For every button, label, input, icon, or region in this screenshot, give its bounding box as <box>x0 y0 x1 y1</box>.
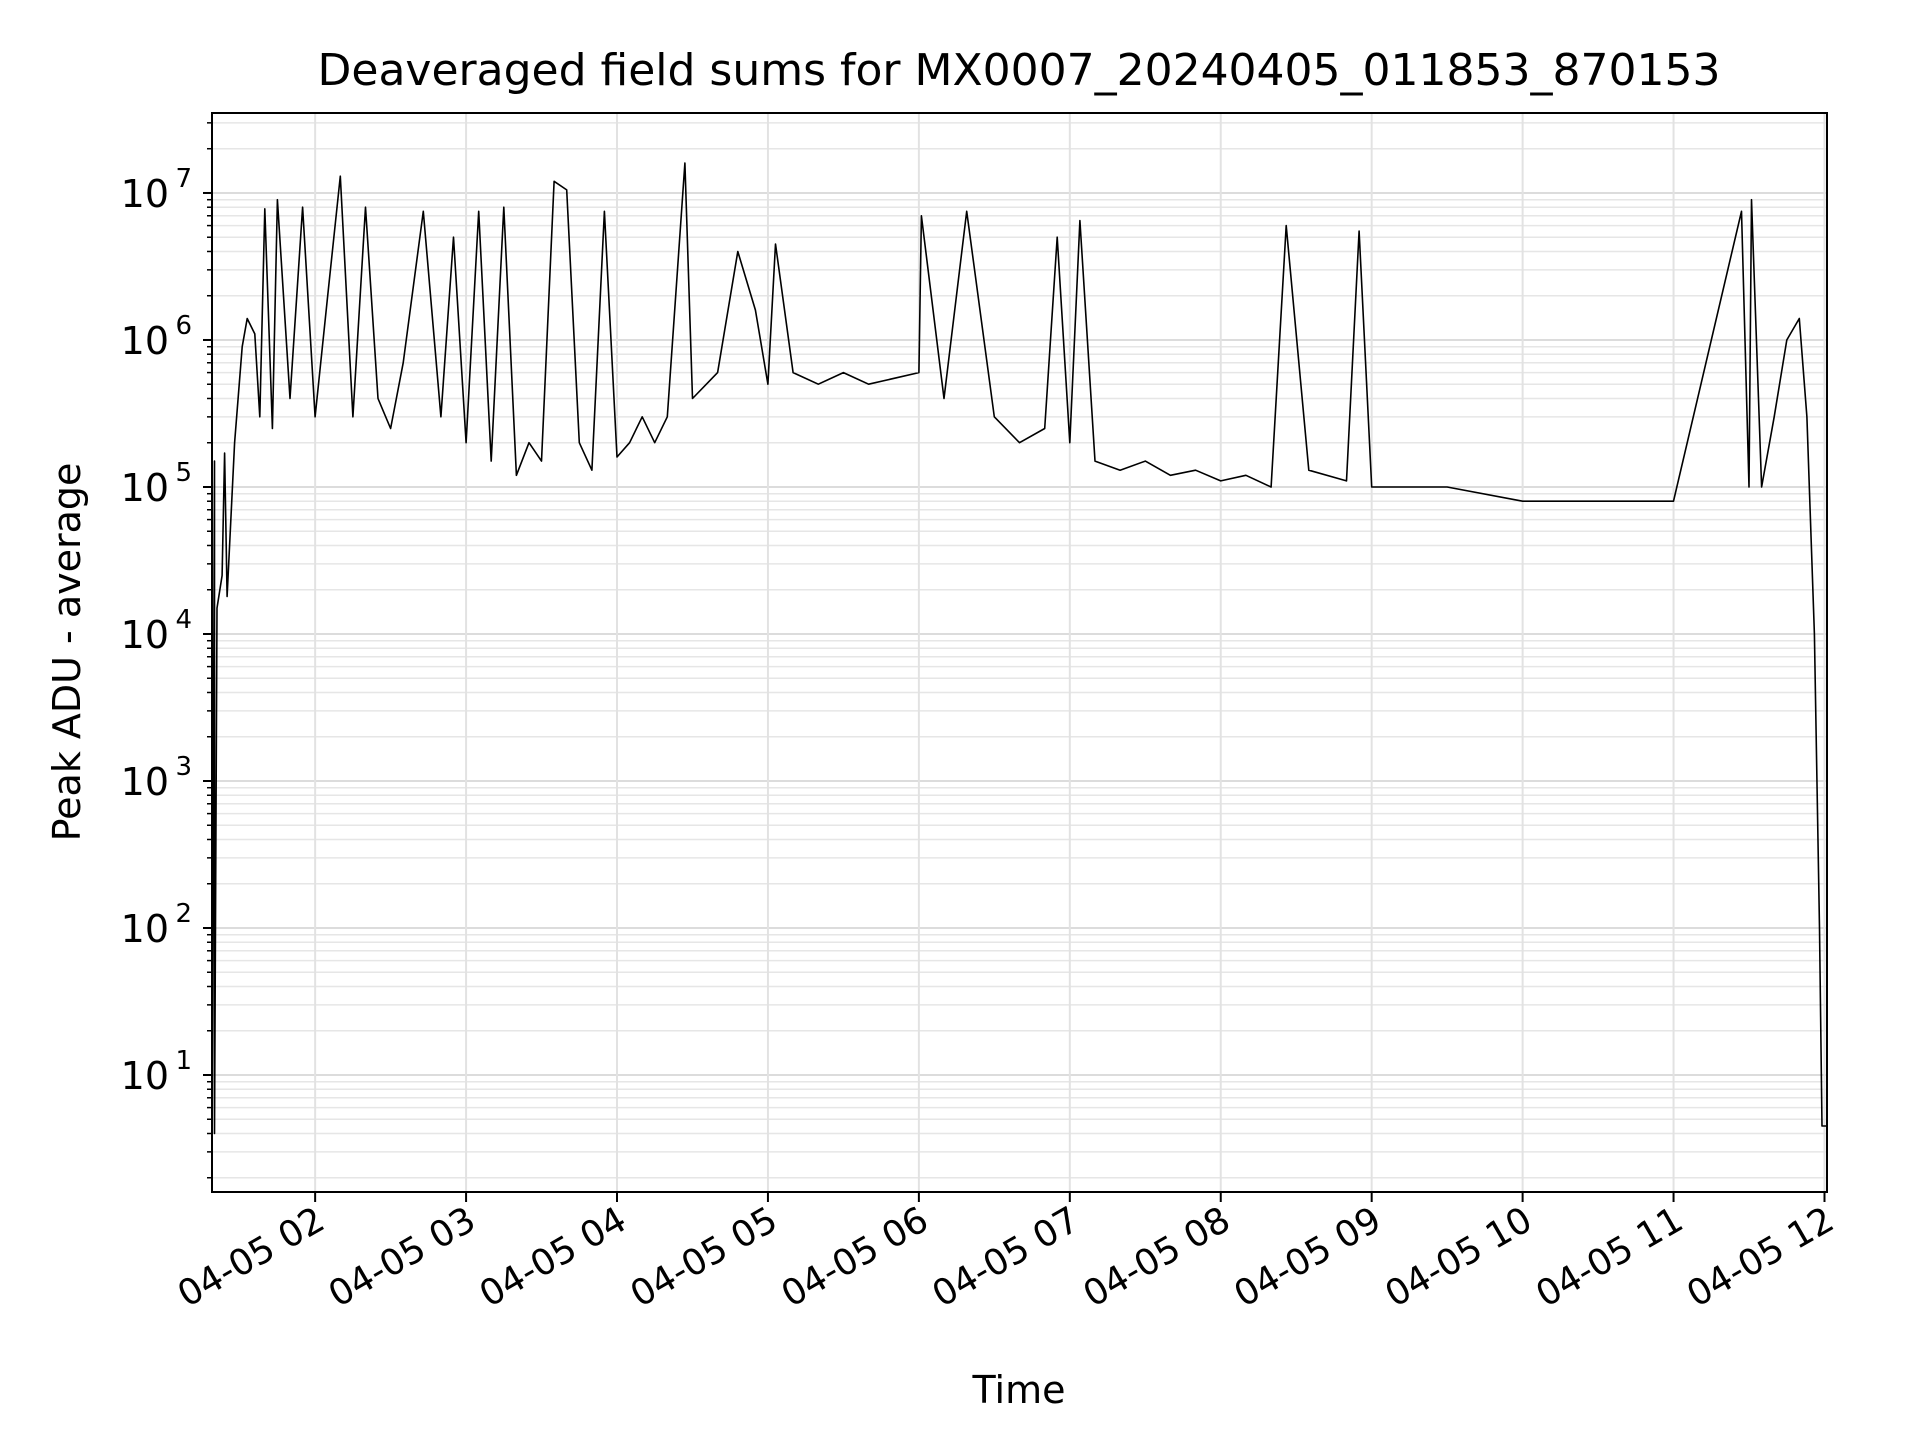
y-tick-exponent: 5 <box>175 458 192 488</box>
plot-area <box>211 162 1827 1185</box>
plot-frame <box>211 112 1828 1193</box>
y-tick-label: 10 <box>121 319 169 363</box>
y-tick-label: 10 <box>121 907 169 951</box>
y-tick-exponent: 7 <box>175 164 192 194</box>
x-axis-label: Time <box>972 1368 1066 1412</box>
y-tick-exponent: 2 <box>175 899 192 929</box>
y-tick-exponent: 1 <box>175 1046 192 1076</box>
y-tick-label: 10 <box>121 760 169 804</box>
chart-title: Deaveraged field sums for MX0007_2024040… <box>318 45 1721 96</box>
y-tick-label: 10 <box>121 1054 169 1098</box>
y-tick-exponent: 6 <box>175 311 192 341</box>
grid <box>212 113 1827 1192</box>
y-tick-exponent: 3 <box>175 752 192 782</box>
series-line-1 <box>211 162 1827 1185</box>
y-tick-label: 10 <box>121 466 169 510</box>
y-tick-label: 10 <box>121 613 169 657</box>
y-tick-exponent: 4 <box>175 605 192 635</box>
y-axis-label: Peak ADU - average <box>45 463 89 842</box>
y-tick-label: 10 <box>121 172 169 216</box>
